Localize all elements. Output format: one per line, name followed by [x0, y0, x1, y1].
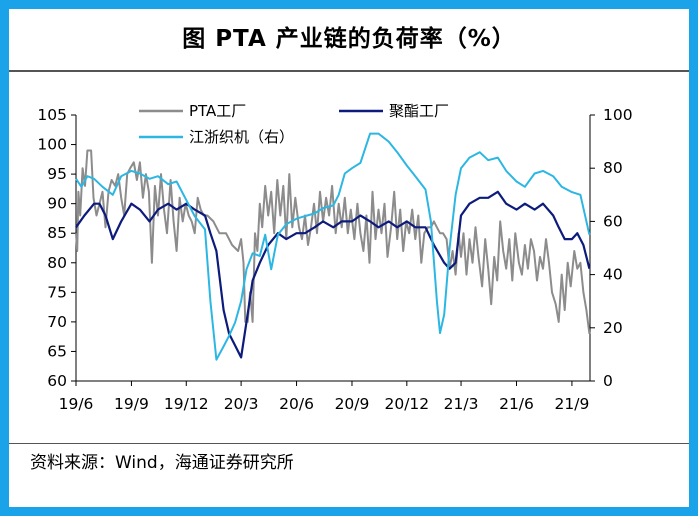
pta-line [75, 149, 591, 334]
chart-lines [75, 132, 591, 361]
line-chart: 60 65 70 75 80 85 90 95 100 105 0 20 40 60 80 100 19/6 19… [37, 102, 633, 413]
x-tick-label: 20/12 [384, 395, 429, 413]
y-left-tick-label: 65 [47, 342, 67, 360]
y-right-tick-label: 40 [603, 266, 623, 284]
legend-pta-label: PTA工厂 [189, 102, 246, 120]
y-left-tick-label: 75 [47, 283, 67, 301]
source-note: 资料来源：Wind，海通证券研究所 [30, 453, 294, 473]
x-tick-label: 19/12 [164, 395, 209, 413]
y-left-tick-label: 105 [37, 106, 67, 124]
jiangzhe-line [75, 132, 591, 361]
y-left-tick-label: 95 [47, 165, 67, 183]
source-divider [9, 443, 689, 444]
y-right-tick-label: 60 [603, 212, 623, 230]
legend-jiangzhe-label: 江浙织机（右） [189, 128, 294, 146]
x-tick-label: 20/9 [335, 395, 370, 413]
y-left-tick-label: 85 [47, 224, 67, 242]
x-tick-label: 20/6 [279, 395, 314, 413]
x-tick-label: 21/3 [444, 395, 479, 413]
x-tick-label: 20/3 [224, 395, 259, 413]
y-left-tick-label: 100 [37, 136, 67, 154]
title-divider [9, 70, 689, 72]
y-right-tick-label: 80 [603, 159, 623, 177]
y-right-tick-label: 20 [603, 319, 623, 337]
y-left-tick-label: 90 [47, 195, 67, 213]
chart-title: 图 PTA 产业链的负荷率（%） [182, 26, 516, 52]
legend-polyester-label: 聚酯工厂 [389, 102, 449, 120]
y-left-tick-label: 60 [47, 372, 67, 390]
x-tick-label: 19/9 [114, 395, 149, 413]
y-left-tick-label: 80 [47, 254, 67, 272]
y-left-tick-label: 70 [47, 313, 67, 331]
x-tick-label: 21/6 [499, 395, 534, 413]
x-tick-label: 21/9 [555, 395, 590, 413]
polyester-line [75, 190, 591, 359]
y-right-tick-label: 0 [603, 372, 613, 390]
y-right-tick-label: 100 [603, 106, 633, 124]
x-tick-label: 19/6 [59, 395, 94, 413]
